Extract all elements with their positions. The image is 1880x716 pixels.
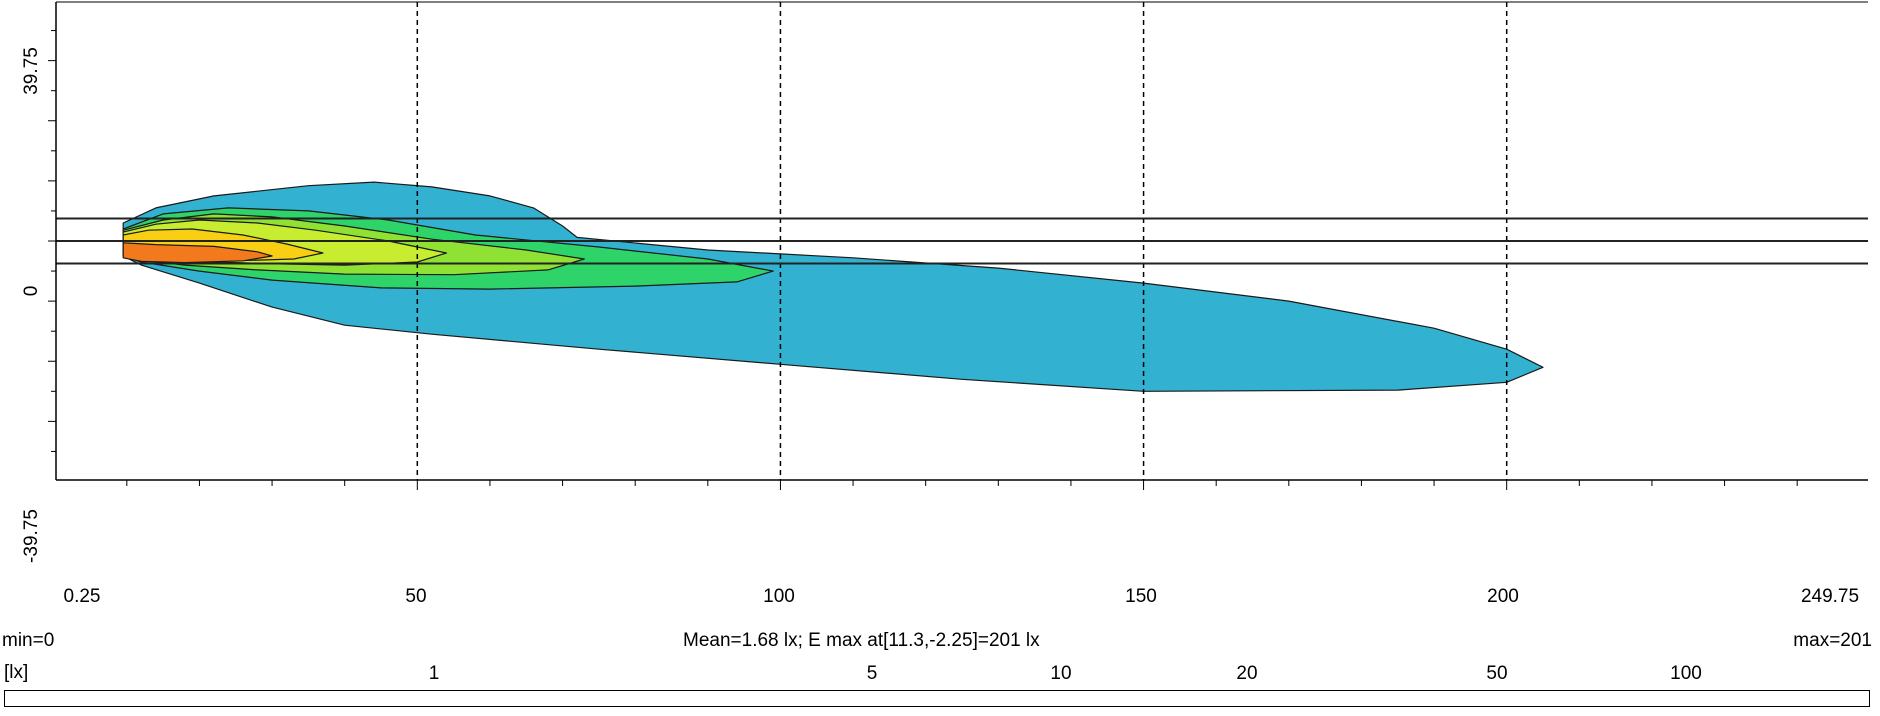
contour-region-100 [122, 242, 273, 264]
x-tick-label-150: 150 [1125, 586, 1157, 607]
legend-label-20: 20 [1236, 663, 1258, 684]
x-tick-label-50: 50 [405, 586, 427, 607]
x-tick-label-end: 249.75 [1800, 586, 1860, 607]
legend-unit: [lx] [4, 662, 29, 683]
x-tick-label-100: 100 [763, 586, 795, 607]
mean-emax-text: Mean=1.68 lx; E max at[11.3,-2.25]=201 l… [683, 630, 1040, 651]
y-zero-label: 0 [21, 285, 42, 297]
legend-label-5: 5 [866, 663, 878, 684]
x-tick-label-200: 200 [1487, 586, 1519, 607]
contour-region-1 [122, 181, 1544, 392]
y-max-label: 39.75 [21, 47, 42, 95]
contour-regions [122, 181, 1544, 392]
max-value: max=201 [1793, 630, 1872, 651]
legend-label-50: 50 [1486, 663, 1508, 684]
y-min-label: -39.75 [21, 509, 42, 563]
road-lines [56, 217, 1868, 265]
legend-scale-bar [4, 690, 1870, 707]
legend-label-1: 1 [428, 663, 440, 684]
legend-label-10: 10 [1050, 663, 1072, 684]
axes [48, 1, 1868, 490]
x-tick-label-start: 0.25 [63, 586, 101, 607]
legend-label-100: 100 [1670, 663, 1702, 684]
min-value: min=0 [2, 630, 55, 651]
